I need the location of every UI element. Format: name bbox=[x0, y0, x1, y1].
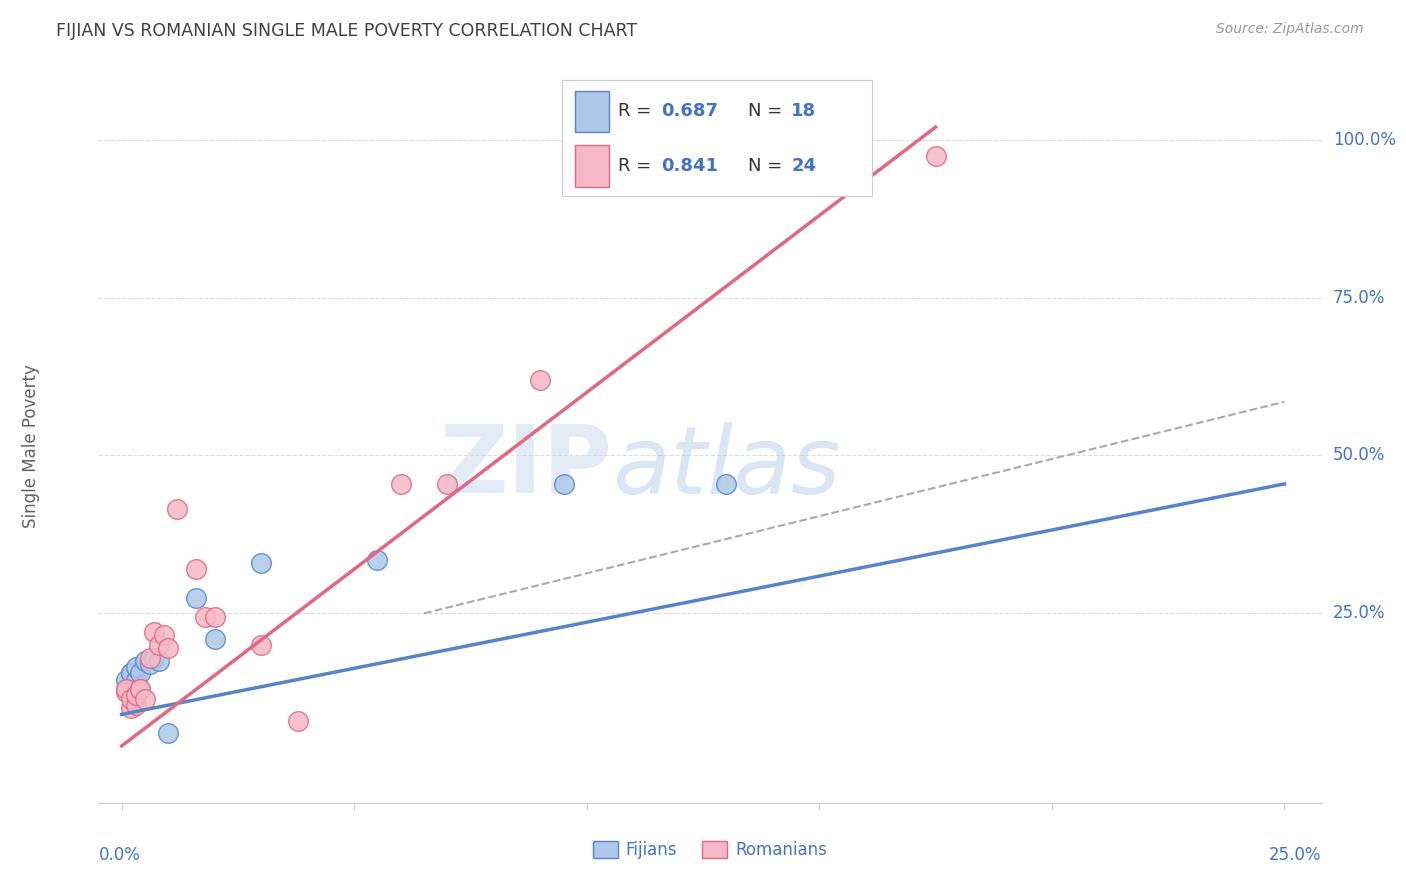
Point bbox=[204, 632, 226, 646]
Text: ZIP: ZIP bbox=[439, 421, 612, 514]
Point bbox=[120, 691, 142, 706]
Point bbox=[250, 638, 273, 652]
Text: 75.0%: 75.0% bbox=[1333, 289, 1385, 307]
Point bbox=[287, 714, 309, 728]
Text: 50.0%: 50.0% bbox=[1333, 447, 1385, 465]
FancyBboxPatch shape bbox=[575, 91, 609, 132]
Point bbox=[124, 698, 146, 712]
Point bbox=[129, 666, 152, 681]
Text: 0.687: 0.687 bbox=[661, 102, 718, 120]
Point bbox=[120, 701, 142, 715]
Point bbox=[143, 650, 166, 665]
Point bbox=[157, 726, 180, 740]
Point bbox=[134, 654, 156, 668]
Text: FIJIAN VS ROMANIAN SINGLE MALE POVERTY CORRELATION CHART: FIJIAN VS ROMANIAN SINGLE MALE POVERTY C… bbox=[56, 22, 637, 40]
Point bbox=[124, 660, 146, 674]
Text: 0.841: 0.841 bbox=[661, 156, 718, 175]
Point bbox=[138, 650, 160, 665]
Point bbox=[553, 476, 575, 491]
Point bbox=[924, 148, 946, 162]
Text: 100.0%: 100.0% bbox=[1333, 131, 1396, 149]
Text: 0.0%: 0.0% bbox=[98, 846, 141, 863]
Point bbox=[134, 691, 156, 706]
Text: 25.0%: 25.0% bbox=[1333, 605, 1385, 623]
Text: Single Male Poverty: Single Male Poverty bbox=[22, 364, 41, 528]
Point bbox=[129, 682, 152, 697]
Point bbox=[143, 625, 166, 640]
Point bbox=[194, 609, 217, 624]
Point bbox=[184, 562, 207, 576]
Point bbox=[389, 476, 412, 491]
Point bbox=[152, 628, 174, 642]
Point bbox=[115, 682, 138, 697]
Point bbox=[184, 591, 207, 605]
Point bbox=[436, 476, 458, 491]
Point bbox=[250, 556, 273, 570]
Text: N =: N = bbox=[748, 156, 787, 175]
Point bbox=[115, 685, 138, 699]
Point bbox=[124, 673, 146, 687]
Point bbox=[124, 689, 146, 703]
Text: R =: R = bbox=[619, 156, 657, 175]
Text: atlas: atlas bbox=[612, 422, 841, 513]
Point bbox=[115, 673, 138, 687]
Point bbox=[166, 502, 188, 516]
Point bbox=[120, 666, 142, 681]
Point bbox=[204, 609, 226, 624]
Text: 24: 24 bbox=[792, 156, 817, 175]
Point bbox=[148, 654, 170, 668]
Point bbox=[529, 373, 551, 387]
Point bbox=[157, 641, 180, 656]
Point bbox=[716, 476, 738, 491]
Text: 18: 18 bbox=[792, 102, 817, 120]
Point bbox=[366, 552, 388, 566]
Text: N =: N = bbox=[748, 102, 787, 120]
Point bbox=[148, 638, 170, 652]
Text: R =: R = bbox=[619, 102, 657, 120]
Point bbox=[115, 682, 138, 697]
Point bbox=[120, 666, 142, 681]
Legend: Fijians, Romanians: Fijians, Romanians bbox=[586, 834, 834, 866]
Text: Source: ZipAtlas.com: Source: ZipAtlas.com bbox=[1216, 22, 1364, 37]
Point bbox=[138, 657, 160, 671]
Point bbox=[129, 682, 152, 697]
FancyBboxPatch shape bbox=[575, 145, 609, 187]
Text: 25.0%: 25.0% bbox=[1270, 846, 1322, 863]
